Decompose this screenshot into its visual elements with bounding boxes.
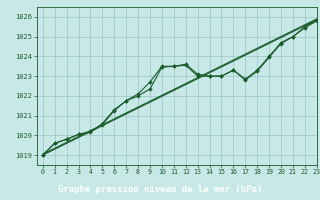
- Text: Graphe pression niveau de la mer (hPa): Graphe pression niveau de la mer (hPa): [58, 185, 262, 194]
